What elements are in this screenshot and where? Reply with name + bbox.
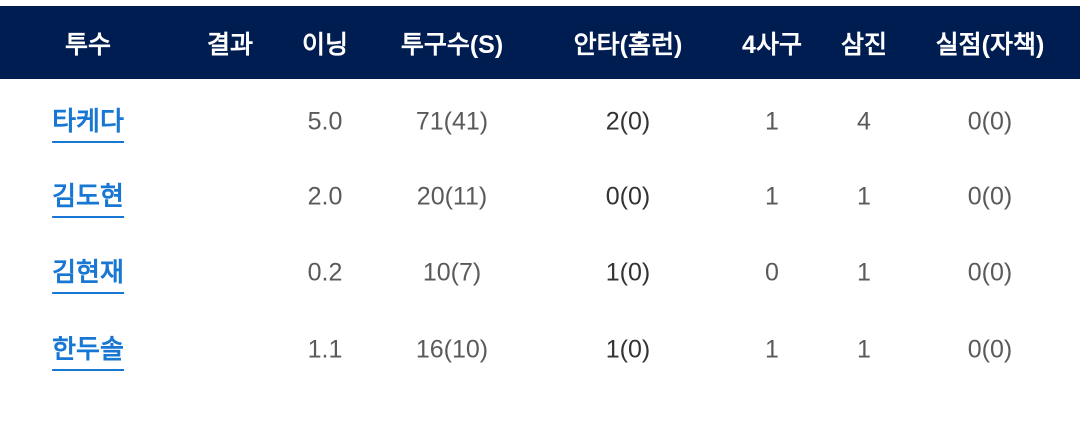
cell-runs: 0(0) [967,107,1013,136]
cell-runs: 0(0) [967,258,1013,287]
cell-pitches: 16(10) [415,335,489,364]
pitcher-link[interactable]: 김현재 [52,252,124,294]
header-strikeouts: 삼진 [840,31,888,59]
cell-innings: 0.2 [307,258,343,287]
cell-hits: 2(0) [605,107,651,136]
header-hits: 안타(홈런) [573,31,683,59]
cell-runs: 0(0) [967,182,1013,211]
cell-pitches: 20(11) [416,182,488,211]
cell-hits: 1(0) [605,258,651,287]
cell-hits: 0(0) [605,182,651,211]
cell-innings: 1.1 [307,335,343,364]
header-walks: 4사구 [742,31,802,59]
header-pitches: 투구수(S) [400,31,504,59]
cell-walks: 1 [765,335,779,364]
header-result: 결과 [206,31,254,59]
cell-walks: 0 [765,258,779,287]
cell-pitches: 10(7) [422,258,482,287]
cell-runs: 0(0) [967,335,1013,364]
header-pitcher: 투수 [64,31,112,59]
header-innings: 이닝 [301,31,349,59]
cell-walks: 1 [765,182,779,211]
cell-strikeouts: 1 [857,335,871,364]
cell-innings: 2.0 [307,182,343,211]
cell-strikeouts: 4 [857,107,871,136]
pitcher-link[interactable]: 타케다 [52,101,124,143]
table-header: 투수 결과 이닝 투구수(S) 안타(홈런) 4사구 삼진 실점(자책) [0,6,1080,79]
cell-walks: 1 [765,107,779,136]
cell-strikeouts: 1 [857,182,871,211]
cell-strikeouts: 1 [857,258,871,287]
cell-innings: 5.0 [307,107,343,136]
cell-hits: 1(0) [605,335,651,364]
pitcher-link[interactable]: 김도현 [52,176,124,218]
header-runs: 실점(자책) [935,31,1045,59]
pitcher-link[interactable]: 한두솔 [52,329,124,371]
cell-pitches: 71(41) [415,107,489,136]
